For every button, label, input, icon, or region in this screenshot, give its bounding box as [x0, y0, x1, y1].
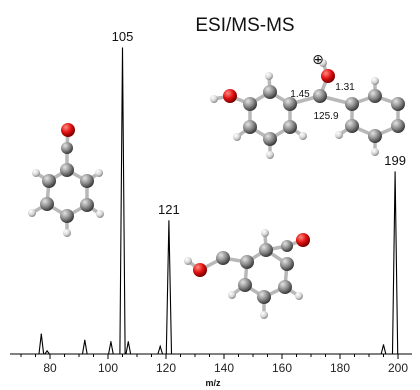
- peak-point: [84, 339, 86, 341]
- x-tick-label: 180: [330, 361, 350, 375]
- x-tick-label: 160: [272, 361, 292, 375]
- peak-point: [46, 350, 48, 352]
- benzoyl-cation-atoms: [28, 123, 104, 237]
- peak-label: 121: [158, 202, 180, 217]
- peak-point: [127, 341, 129, 343]
- x-tick-label: 120: [156, 361, 176, 375]
- peak-label: 105: [112, 29, 134, 44]
- peak-label: 199: [384, 153, 406, 168]
- x-tick-label: 80: [43, 361, 57, 375]
- peak-point: [168, 220, 170, 222]
- peak-point: [121, 47, 124, 49]
- peak-labels: 105 121 199: [112, 29, 406, 217]
- peak-point: [40, 333, 42, 335]
- x-tick-label: 100: [98, 361, 118, 375]
- x-tick-label: 140: [214, 361, 234, 375]
- bond-angle: 125.9: [313, 111, 338, 122]
- peak-point: [159, 345, 161, 347]
- peak-point: [110, 341, 112, 343]
- x-axis-label: m/z: [205, 378, 221, 388]
- charge-symbol: ⊕: [312, 51, 324, 67]
- hydroxybenzoyl-cation-atoms: [184, 229, 310, 319]
- bond-length-1: 1.45: [290, 89, 310, 100]
- chart-title: ESI/MS-MS: [195, 15, 294, 36]
- peak-point: [382, 344, 385, 346]
- spectrum-layer: [12, 47, 410, 355]
- x-tick-label: 200: [388, 361, 408, 375]
- bond-length-2: 1.31: [335, 82, 355, 93]
- x-axis: 80 100 120 140 160 180 200: [10, 353, 412, 375]
- spectrum-trace: [12, 47, 410, 355]
- peak-point: [394, 171, 396, 173]
- protonated-molecule-atoms: [210, 59, 405, 159]
